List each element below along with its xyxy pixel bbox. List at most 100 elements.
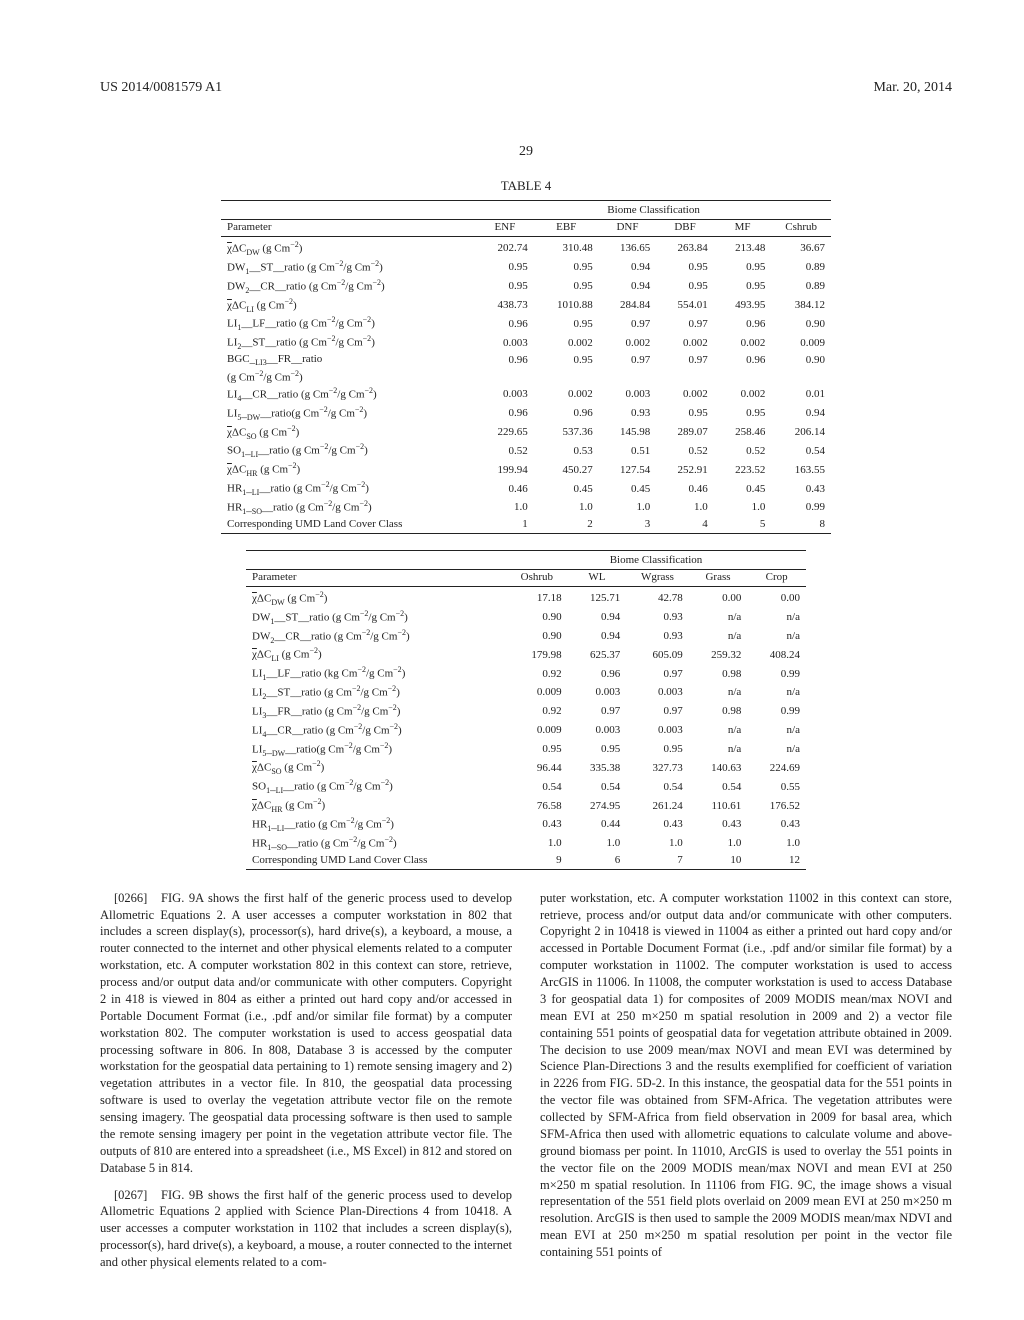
value-cell: 0.94 [599, 258, 657, 277]
value-cell: 179.98 [506, 645, 568, 664]
table-row: (g Cm−2/g Cm−2) [221, 368, 831, 385]
param-cell: SO1_LI__ratio (g Cm−2/g Cm−2) [246, 777, 506, 796]
value-cell: 2 [534, 517, 599, 534]
param-cell: χΔCDW (g Cm−2) [246, 586, 506, 607]
value-cell: n/a [747, 683, 806, 702]
table1-group-header: Biome Classification [476, 201, 831, 220]
table-row: χΔCHR (g Cm−2)76.58274.95261.24110.61176… [246, 796, 806, 815]
value-cell: 0.009 [771, 333, 831, 352]
value-cell: 0.003 [568, 721, 627, 740]
table1-col-1: EBF [534, 220, 599, 237]
right-column: puter workstation, etc. A computer works… [540, 890, 952, 1281]
value-cell: 0.003 [626, 683, 688, 702]
value-cell: 0.97 [656, 352, 714, 368]
value-cell: 0.95 [656, 277, 714, 296]
value-cell: 17.18 [506, 586, 568, 607]
value-cell: 136.65 [599, 237, 657, 258]
table1-col-0: ENF [476, 220, 534, 237]
param-cell: χΔCLI (g Cm−2) [246, 645, 506, 664]
value-cell: 140.63 [689, 758, 748, 777]
param-cell: HR1_LI__ratio (g Cm−2/g Cm−2) [221, 479, 476, 498]
value-cell: 0.97 [599, 314, 657, 333]
value-cell: 206.14 [771, 423, 831, 442]
value-cell: 4 [656, 517, 714, 534]
table2-col-0: Oshrub [506, 569, 568, 586]
table-row: SO1_LI__ratio (g Cm−2/g Cm−2)0.520.530.5… [221, 441, 831, 460]
value-cell: 1.0 [656, 498, 714, 517]
value-cell [656, 368, 714, 385]
param-cell: χΔCSO (g Cm−2) [221, 423, 476, 442]
value-cell: 0.51 [599, 441, 657, 460]
value-cell: 7 [626, 853, 688, 870]
table2-param-header: Parameter [246, 569, 506, 586]
table-row: χΔCHR (g Cm−2)199.94450.27127.54252.9122… [221, 460, 831, 479]
value-cell: 0.98 [689, 664, 748, 683]
value-cell: 0.003 [599, 385, 657, 404]
value-cell: 1 [476, 517, 534, 534]
param-cell: χΔCHR (g Cm−2) [221, 460, 476, 479]
value-cell: 42.78 [626, 586, 688, 607]
value-cell: 1.0 [599, 498, 657, 517]
value-cell: 0.95 [656, 258, 714, 277]
value-cell [771, 368, 831, 385]
table-row: HR1_LI__ratio (g Cm−2/g Cm−2)0.430.440.4… [246, 815, 806, 834]
table-row: LI3__FR__ratio (g Cm−2/g Cm−2)0.920.970.… [246, 702, 806, 721]
value-cell: 0.95 [506, 740, 568, 759]
value-cell: 0.95 [626, 740, 688, 759]
value-cell: 0.00 [689, 586, 748, 607]
value-cell: 0.95 [656, 404, 714, 423]
value-cell: 127.54 [599, 460, 657, 479]
table1-param-header-blank [221, 201, 476, 220]
table-row: Corresponding UMD Land Cover Class967101… [246, 853, 806, 870]
value-cell: 0.003 [626, 721, 688, 740]
value-cell: 0.93 [626, 627, 688, 646]
value-cell: 259.32 [689, 645, 748, 664]
value-cell: n/a [747, 740, 806, 759]
value-cell: 0.95 [476, 277, 534, 296]
table-row: LI1__LF__ratio (kg Cm−2/g Cm−2)0.920.960… [246, 664, 806, 683]
table-caption: TABLE 4 [100, 178, 952, 194]
value-cell: 0.46 [656, 479, 714, 498]
value-cell: 0.97 [626, 702, 688, 721]
value-cell: 327.73 [626, 758, 688, 777]
value-cell [476, 368, 534, 385]
value-cell: 0.90 [506, 608, 568, 627]
table1-col-3: DBF [656, 220, 714, 237]
value-cell: 0.95 [568, 740, 627, 759]
param-cell: χΔCLI (g Cm−2) [221, 296, 476, 315]
param-cell: LI5_DW__ratio(g Cm−2/g Cm−2) [246, 740, 506, 759]
value-cell: 202.74 [476, 237, 534, 258]
value-cell: 145.98 [599, 423, 657, 442]
table-row: χΔCDW (g Cm−2)202.74310.48136.65263.8421… [221, 237, 831, 258]
value-cell: 110.61 [689, 796, 748, 815]
value-cell: 0.003 [476, 333, 534, 352]
value-cell: 0.003 [568, 683, 627, 702]
param-cell: LI2__ST__ratio (g Cm−2/g Cm−2) [221, 333, 476, 352]
table-row: DW1__ST__ratio (g Cm−2/g Cm−2)0.950.950.… [221, 258, 831, 277]
value-cell: 605.09 [626, 645, 688, 664]
value-cell: n/a [747, 608, 806, 627]
table2-col-2: Wgrass [626, 569, 688, 586]
table-row: χΔCSO (g Cm−2)229.65537.36145.98289.0725… [221, 423, 831, 442]
value-cell: 224.69 [747, 758, 806, 777]
table-row: LI2__ST__ratio (g Cm−2/g Cm−2)0.0090.003… [246, 683, 806, 702]
value-cell: 0.43 [626, 815, 688, 834]
value-cell: 0.003 [476, 385, 534, 404]
header-left: US 2014/0081579 A1 [100, 80, 222, 96]
value-cell: 450.27 [534, 460, 599, 479]
value-cell: 0.97 [599, 352, 657, 368]
value-cell: n/a [689, 740, 748, 759]
table-row: BGC_LI3__FR__ratio0.960.950.970.970.960.… [221, 352, 831, 368]
value-cell: 0.97 [656, 314, 714, 333]
value-cell: 0.96 [476, 314, 534, 333]
value-cell: 0.54 [626, 777, 688, 796]
value-cell: n/a [747, 721, 806, 740]
table-row: χΔCSO (g Cm−2)96.44335.38327.73140.63224… [246, 758, 806, 777]
value-cell: 0.96 [476, 404, 534, 423]
value-cell: n/a [689, 627, 748, 646]
value-cell: 0.95 [476, 258, 534, 277]
param-cell: Corresponding UMD Land Cover Class [221, 517, 476, 534]
table-row: LI5_DW__ratio(g Cm−2/g Cm−2)0.960.960.93… [221, 404, 831, 423]
value-cell: 199.94 [476, 460, 534, 479]
value-cell: 0.52 [656, 441, 714, 460]
